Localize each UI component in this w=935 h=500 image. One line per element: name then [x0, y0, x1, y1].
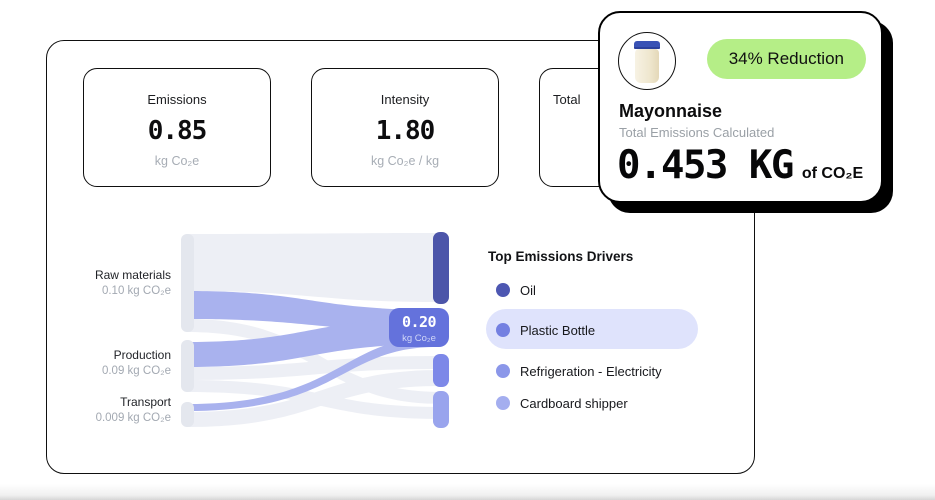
jar-body — [635, 49, 659, 83]
sankey-source-label-raw-materials: Raw materials 0.10 kg CO₂e — [47, 267, 171, 299]
legend-label: Plastic Bottle — [520, 322, 596, 338]
tooltip-value: 0.20 — [402, 313, 437, 331]
stat-value: 1.80 — [375, 116, 436, 146]
legend-label: Refrigeration - Electricity — [520, 363, 662, 379]
node-oil[interactable] — [433, 232, 449, 304]
legend-label: Cardboard shipper — [520, 395, 628, 411]
legend-item-refrigeration[interactable]: Refrigeration - Electricity — [496, 361, 662, 381]
jar-lid — [634, 41, 660, 49]
sankey-chart: 0.20 kg Co₂e — [181, 232, 449, 428]
stat-value: 0.85 — [147, 116, 208, 146]
legend-label: Oil — [520, 282, 536, 298]
legend-item-plastic-bottle[interactable]: Plastic Bottle — [496, 320, 595, 340]
flow-transport-to-refrigeration — [187, 370, 441, 427]
product-total-emissions: 0.453 KG of CO₂E — [617, 143, 863, 188]
legend-highlight-pill — [486, 309, 698, 349]
tooltip-unit: kg Co₂e — [402, 333, 436, 344]
node-transport[interactable] — [181, 402, 194, 427]
product-result-card: 34% Reduction Mayonnaise Total Emissions… — [598, 11, 883, 203]
legend-item-oil[interactable]: Oil — [496, 280, 536, 300]
source-name: Transport — [120, 395, 171, 409]
legend-dot-cardboard-shipper — [496, 396, 510, 410]
stat-unit: kg Co₂e / kg — [370, 154, 440, 168]
stat-unit: kg Co₂e — [154, 154, 200, 168]
tooltip-bubble[interactable] — [389, 308, 449, 347]
flow-transport-to-plastic-highlight — [187, 337, 437, 411]
stat-title: Intensity — [380, 92, 430, 107]
source-value: 0.009 kg CO₂e — [95, 412, 171, 424]
node-production[interactable] — [181, 340, 194, 392]
sankey-source-label-transport: Transport 0.009 kg CO₂e — [47, 394, 171, 426]
legend-item-cardboard-shipper[interactable]: Cardboard shipper — [496, 393, 628, 413]
product-name: Mayonnaise — [619, 101, 723, 121]
stat-title: Total — [553, 92, 581, 107]
reduction-badge: 34% Reduction — [706, 39, 866, 79]
emissions-unit: of CO₂E — [801, 165, 864, 182]
legend-dot-oil — [496, 283, 510, 297]
viewport-bottom-edge — [0, 484, 935, 500]
flow-production-to-plastic-highlight — [187, 318, 441, 367]
source-value: 0.10 kg CO₂e — [101, 285, 171, 297]
source-value: 0.09 kg CO₂e — [101, 365, 171, 377]
flow-production-to-refrigeration — [187, 356, 441, 380]
legend-dot-plastic-bottle — [496, 323, 510, 337]
stat-card-emissions: Emissions 0.85 kg Co₂e — [83, 68, 271, 187]
flow-raw-to-oil — [187, 233, 441, 302]
legend-title: Top Emissions Drivers — [488, 249, 634, 264]
stat-card-intensity: Intensity 1.80 kg Co₂e / kg — [311, 68, 499, 187]
source-name: Production — [113, 348, 171, 362]
stat-title: Emissions — [147, 92, 207, 107]
product-image-mayonnaise-jar — [618, 32, 676, 90]
node-raw-materials[interactable] — [181, 234, 194, 332]
sankey-source-label-production: Production 0.09 kg CO₂e — [47, 347, 171, 379]
product-subtitle: Total Emissions Calculated — [619, 125, 775, 140]
node-refrigeration[interactable] — [433, 354, 449, 387]
legend-dot-refrigeration — [496, 364, 510, 378]
node-cardboard[interactable] — [433, 391, 449, 428]
source-name: Raw materials — [94, 268, 171, 282]
emissions-value: 0.453 KG — [617, 143, 794, 188]
sankey-tooltip: 0.20 kg Co₂e — [389, 308, 449, 347]
